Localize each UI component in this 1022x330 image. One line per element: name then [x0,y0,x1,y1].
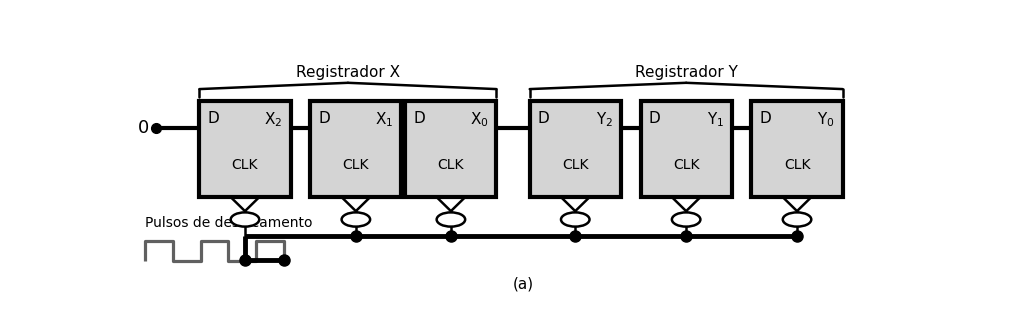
Ellipse shape [561,213,590,227]
Text: D: D [207,111,219,126]
Text: CLK: CLK [342,158,369,172]
Text: X$_2$: X$_2$ [265,111,283,129]
Text: D: D [318,111,330,126]
Bar [199,101,290,197]
Bar [311,101,402,197]
Text: Registrador Y: Registrador Y [635,65,738,80]
Ellipse shape [341,213,370,227]
Text: Y$_0$: Y$_0$ [817,111,835,129]
Ellipse shape [783,213,811,227]
Text: D: D [413,111,425,126]
Text: CLK: CLK [672,158,699,172]
Text: X$_0$: X$_0$ [470,111,489,129]
Ellipse shape [671,213,700,227]
Bar [641,101,732,197]
Text: X$_1$: X$_1$ [375,111,393,129]
Text: D: D [538,111,550,126]
Text: Y$_1$: Y$_1$ [706,111,724,129]
Ellipse shape [436,213,465,227]
Bar [751,101,842,197]
Text: 0: 0 [138,118,149,137]
Text: Y$_2$: Y$_2$ [596,111,613,129]
Bar [406,101,497,197]
Text: Pulsos de deslocamento: Pulsos de deslocamento [145,216,313,230]
Ellipse shape [231,213,260,227]
Text: CLK: CLK [232,158,259,172]
Text: D: D [759,111,772,126]
Text: CLK: CLK [437,158,464,172]
Text: Registrador X: Registrador X [296,65,400,80]
Bar [529,101,620,197]
Text: D: D [649,111,660,126]
Text: CLK: CLK [784,158,810,172]
Text: CLK: CLK [562,158,589,172]
Text: (a): (a) [513,276,535,291]
